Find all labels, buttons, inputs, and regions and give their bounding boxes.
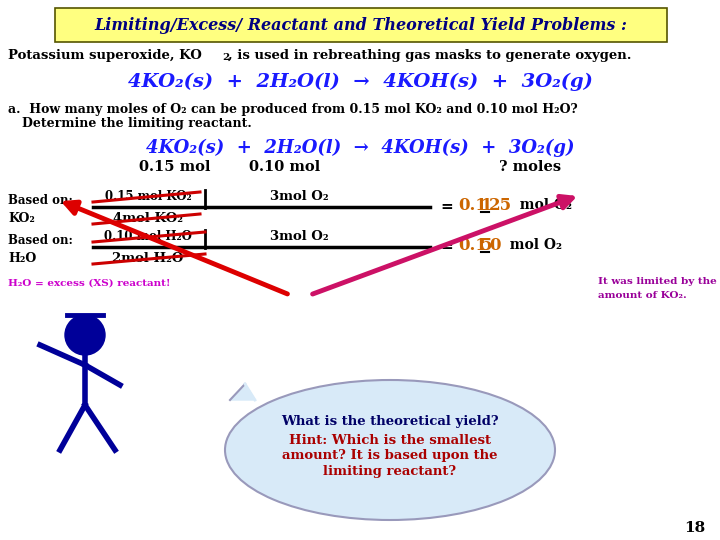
Text: 2mol H₂O: 2mol H₂O [112,253,184,266]
Text: Hint: Which is the smallest: Hint: Which is the smallest [289,434,491,447]
Text: 0.10 mol H₂O: 0.10 mol H₂O [104,231,192,244]
Text: 0: 0 [489,237,500,253]
Polygon shape [230,384,255,400]
Text: KO₂: KO₂ [8,212,35,225]
Text: amount of KO₂.: amount of KO₂. [598,292,687,300]
Circle shape [65,315,105,355]
Text: Potassium superoxide, KO: Potassium superoxide, KO [8,49,202,62]
Text: mol O₂: mol O₂ [510,198,572,212]
Text: 25: 25 [489,197,512,213]
Text: =: = [440,240,453,254]
Text: 5: 5 [481,237,492,253]
Text: 0.1: 0.1 [458,197,487,213]
Text: H₂O: H₂O [8,252,36,265]
Text: =: = [440,200,453,214]
Text: amount? It is based upon the: amount? It is based upon the [282,449,498,462]
Text: a.  How many moles of O₂ can be produced from 0.15 mol KO₂ and 0.10 mol H₂O?: a. How many moles of O₂ can be produced … [8,103,577,116]
Text: Based on:: Based on: [8,233,73,246]
Text: 0.1: 0.1 [458,237,487,253]
Text: Based on:: Based on: [8,193,73,206]
Text: Limiting/Excess/ Reactant and Theoretical Yield Problems :: Limiting/Excess/ Reactant and Theoretica… [94,17,627,33]
Text: What is the theoretical yield?: What is the theoretical yield? [282,415,499,429]
Text: Determine the limiting reactant.: Determine the limiting reactant. [22,118,252,131]
Text: 2: 2 [222,53,229,62]
Text: 3mol O₂: 3mol O₂ [270,191,328,204]
Text: 3mol O₂: 3mol O₂ [270,231,328,244]
Text: 0.15 mol KO₂: 0.15 mol KO₂ [104,191,192,204]
Text: 1: 1 [481,197,492,213]
Text: mol O₂: mol O₂ [500,238,562,252]
Text: 4KO₂(s)  +  2H₂O(l)  →  4KOH(s)  +  3O₂(g): 4KO₂(s) + 2H₂O(l) → 4KOH(s) + 3O₂(g) [127,73,593,91]
Text: 18: 18 [684,521,705,535]
Text: 4mol KO₂: 4mol KO₂ [113,213,183,226]
FancyBboxPatch shape [55,8,667,42]
Text: limiting reactant?: limiting reactant? [323,465,456,478]
Ellipse shape [225,380,555,520]
Text: 0.10 mol: 0.10 mol [249,160,320,174]
Text: ? moles: ? moles [499,160,561,174]
Text: , is used in rebreathing gas masks to generate oxygen.: , is used in rebreathing gas masks to ge… [228,49,631,62]
Text: It was limited by the: It was limited by the [598,278,716,287]
Text: 4KO₂(s)  +  2H₂O(l)  →  4KOH(s)  +  3O₂(g): 4KO₂(s) + 2H₂O(l) → 4KOH(s) + 3O₂(g) [145,139,575,157]
Text: 0.15 mol: 0.15 mol [139,160,211,174]
Text: H₂O = excess (XS) reactant!: H₂O = excess (XS) reactant! [8,279,171,287]
